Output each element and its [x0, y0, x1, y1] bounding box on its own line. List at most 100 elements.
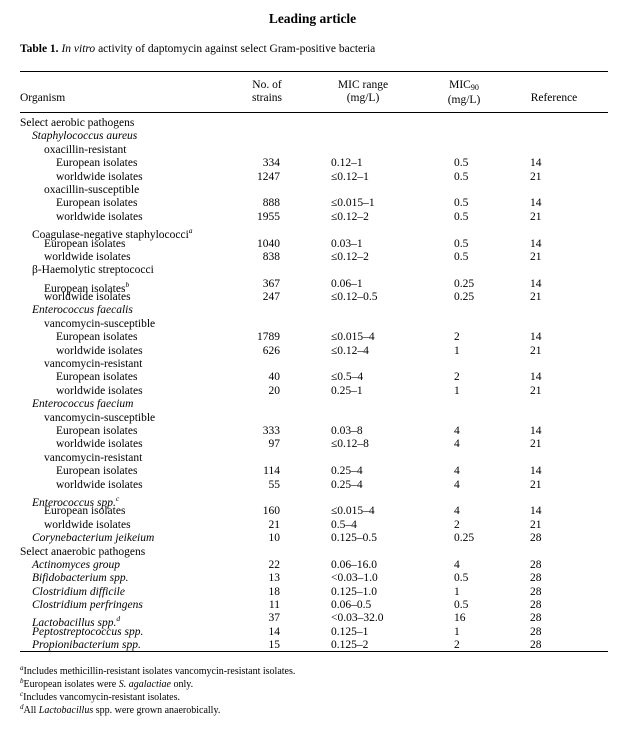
- table-row: European isolates 1040 0.03–1 0.5 14: [0, 238, 625, 251]
- strains-cell: 37: [268, 612, 281, 625]
- table-top-rule: [20, 71, 608, 72]
- organism-cell: Actinomyces group: [32, 559, 120, 572]
- organism-cell: Corynebacterium jeikeium: [32, 532, 154, 545]
- strains-cell: 10: [268, 532, 281, 545]
- reference-cell: 14: [530, 157, 542, 170]
- strains-cell: 97: [268, 438, 281, 451]
- table-row: worldwide isolates 97 ≤0.12–8 4 21: [0, 438, 625, 451]
- reference-cell: 28: [530, 599, 542, 612]
- mic-range-cell: ≤0.12–2: [331, 210, 369, 223]
- table-row: Actinomyces group 22 0.06–16.0 4 28: [0, 559, 625, 572]
- organism-name: European isolates: [56, 331, 138, 344]
- footnote-b-text-post: only.: [170, 679, 194, 690]
- reference-cell: 14: [530, 331, 542, 344]
- organism-cell: European isolates: [56, 197, 137, 210]
- mic-range-cell: 0.5–4: [331, 518, 357, 531]
- table-row: β-Haemolytic streptococci: [0, 264, 625, 277]
- organism-cell: worldwide isolates: [56, 211, 143, 224]
- footnote-marker: b: [125, 279, 130, 289]
- footnote-c-mark: c: [20, 690, 24, 698]
- mic90-cell: 0.5: [454, 170, 469, 183]
- organism-name: European isolates: [56, 157, 138, 170]
- col-header-mic-range: MIC range (mg/L): [328, 79, 398, 105]
- reference-cell: 21: [530, 384, 542, 397]
- organism-name: Select anaerobic pathogens: [20, 545, 146, 558]
- organism-name: vancomycin-resistant: [44, 451, 143, 464]
- reference-cell: 28: [530, 572, 542, 585]
- table-row: vancomycin-resistant: [0, 358, 625, 371]
- organism-cell: European isolates: [56, 331, 137, 344]
- table-row: worldwide isolates 626 ≤0.12–4 1 21: [0, 345, 625, 358]
- mic-range-cell: <0.03–32.0: [331, 612, 384, 625]
- organism-cell: Clostridium difficile: [32, 586, 125, 599]
- organism-cell: worldwide isolates: [56, 385, 143, 398]
- table-row: European isolates 160 ≤0.015–4 4 14: [0, 505, 625, 518]
- strains-cell: 20: [268, 384, 281, 397]
- organism-cell: Select anaerobic pathogens: [20, 546, 145, 559]
- reference-cell: 28: [530, 639, 542, 652]
- organism-name: worldwide isolates: [56, 170, 143, 183]
- organism-cell: European isolatesb: [44, 278, 129, 296]
- mic-range-cell: 0.06–1: [331, 277, 363, 290]
- table-row: Bifidobacterium spp. 13 <0.03–1.0 0.5 28: [0, 572, 625, 585]
- table-row: Propionibacterium spp. 15 0.125–2 2 28: [0, 639, 625, 652]
- mic-range-cell: ≤0.015–4: [331, 331, 375, 344]
- reference-cell: 21: [530, 210, 542, 223]
- footnote-b: bEuropean isolates were S. agalactiae on…: [20, 675, 193, 691]
- organism-cell: Clostridium perfringens: [32, 599, 143, 612]
- footnote-c: cIncludes vancomycin-resistant isolates.: [20, 688, 180, 704]
- mic90-cell: 1: [454, 625, 460, 638]
- table-row: worldwide isolates 20 0.25–1 1 21: [0, 385, 625, 398]
- table-row: worldwide isolates 838 ≤0.12–2 0.5 21: [0, 251, 625, 264]
- organism-cell: Staphylococcus aureus: [32, 130, 137, 143]
- organism-cell: Enterococcus faecalis: [32, 304, 133, 317]
- reference-cell: 14: [530, 277, 542, 290]
- mic90-base: MIC: [449, 79, 471, 91]
- mic90-cell: 1: [454, 384, 460, 397]
- footnote-d-text-italic: Lactobacillus: [38, 705, 94, 716]
- organism-name: European isolates: [56, 371, 138, 384]
- mic90-cell: 1: [454, 585, 460, 598]
- reference-cell: 28: [530, 585, 542, 598]
- mic-range-cell: 0.03–8: [331, 424, 363, 437]
- mic90-cell: 2: [454, 331, 460, 344]
- mic90-cell: 0.5: [454, 250, 469, 263]
- table-row: Enterococcus faecalis: [0, 304, 625, 317]
- reference-cell: 28: [530, 532, 542, 545]
- col-header-mic90-line2: (mg/L): [447, 94, 481, 106]
- table-row: Corynebacterium jeikeium 10 0.125–0.5 0.25 2…: [0, 532, 625, 545]
- organism-name: vancomycin-susceptible: [44, 317, 156, 330]
- table-row: Enterococcus faecium: [0, 398, 625, 411]
- organism-cell: vancomycin-resistant: [44, 452, 142, 465]
- organism-cell: Lactobacillus spp.d: [32, 612, 120, 630]
- organism-name: worldwide isolates: [56, 344, 143, 357]
- mic-range-cell: 0.25–4: [331, 478, 363, 491]
- strains-cell: 160: [262, 505, 280, 518]
- organism-name: Actinomyces group: [32, 558, 121, 571]
- organism-name: worldwide isolates: [44, 518, 131, 531]
- organism-cell: worldwide isolates: [56, 171, 143, 184]
- mic90-cell: 2: [454, 518, 460, 531]
- organism-name: European isolates: [56, 465, 138, 478]
- reference-cell: 14: [530, 197, 542, 210]
- footnote-marker: c: [115, 493, 120, 503]
- table-row: European isolates 40 ≤0.5–4 2 14: [0, 371, 625, 384]
- mic-range-cell: 0.125–1: [331, 625, 369, 638]
- table-row: Clostridium difficile 18 0.125–1.0 1 28: [0, 586, 625, 599]
- strains-cell: 367: [262, 277, 280, 290]
- organism-cell: worldwide isolates: [44, 519, 131, 532]
- footnote-marker: a: [188, 226, 193, 236]
- strains-cell: 13: [268, 572, 281, 585]
- table-row: Peptostreptococcus spp. 14 0.125–1 1 28: [0, 626, 625, 639]
- mic-range-cell: ≤0.5–4: [331, 371, 364, 384]
- col-header-mic90-line1: MIC90: [436, 79, 492, 94]
- organism-cell: β-Haemolytic streptococci: [32, 264, 154, 277]
- organism-cell: European isolates: [56, 157, 137, 170]
- table-row: Lactobacillus spp.d 37 <0.03–32.0 16 28: [0, 612, 625, 629]
- table-row: Select aerobic pathogens: [0, 117, 625, 130]
- mic-range-cell: ≤0.12–2: [331, 250, 369, 263]
- strains-cell: 114: [263, 465, 280, 478]
- mic-range-cell: 0.03–1: [331, 237, 363, 250]
- table-row: oxacillin-susceptible: [0, 184, 625, 197]
- organism-name: Staphylococcus aureus: [32, 130, 138, 143]
